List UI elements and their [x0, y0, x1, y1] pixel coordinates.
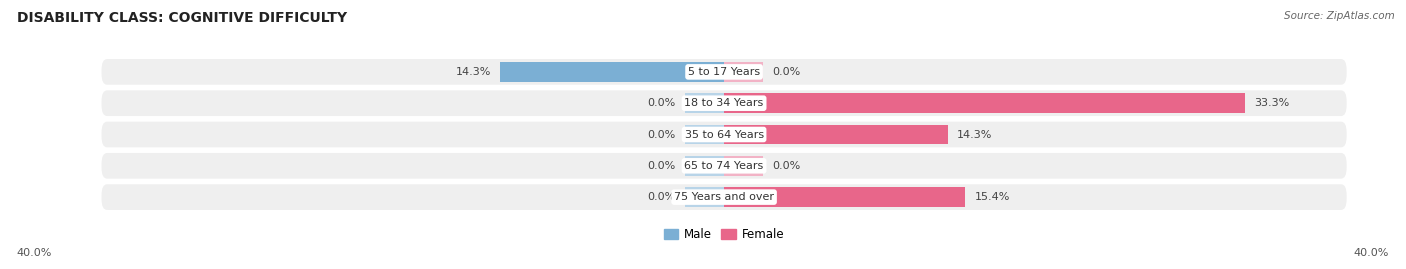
Text: Source: ZipAtlas.com: Source: ZipAtlas.com [1284, 11, 1395, 21]
Text: 0.0%: 0.0% [772, 67, 801, 77]
FancyBboxPatch shape [101, 122, 1347, 147]
Text: 0.0%: 0.0% [647, 129, 676, 140]
Text: 15.4%: 15.4% [974, 192, 1010, 202]
Bar [501, 62, 724, 82]
Text: 0.0%: 0.0% [647, 98, 676, 108]
Bar [724, 125, 948, 144]
FancyBboxPatch shape [101, 184, 1347, 210]
Bar [685, 156, 724, 175]
Bar [685, 187, 724, 207]
Text: 0.0%: 0.0% [647, 192, 676, 202]
Text: 14.3%: 14.3% [957, 129, 993, 140]
FancyBboxPatch shape [101, 59, 1347, 85]
Bar [724, 62, 763, 82]
Text: 18 to 34 Years: 18 to 34 Years [685, 98, 763, 108]
FancyBboxPatch shape [101, 90, 1347, 116]
Text: DISABILITY CLASS: COGNITIVE DIFFICULTY: DISABILITY CLASS: COGNITIVE DIFFICULTY [17, 11, 347, 25]
Bar [724, 94, 1244, 113]
Text: 0.0%: 0.0% [647, 161, 676, 171]
Text: 0.0%: 0.0% [772, 161, 801, 171]
Text: 33.3%: 33.3% [1254, 98, 1289, 108]
Text: 40.0%: 40.0% [1354, 248, 1389, 258]
Legend: Male, Female: Male, Female [659, 223, 789, 246]
Text: 14.3%: 14.3% [456, 67, 491, 77]
Text: 75 Years and over: 75 Years and over [673, 192, 775, 202]
Text: 40.0%: 40.0% [17, 248, 52, 258]
Text: 5 to 17 Years: 5 to 17 Years [688, 67, 761, 77]
Bar [724, 156, 763, 175]
Bar [685, 94, 724, 113]
Bar [685, 125, 724, 144]
Text: 65 to 74 Years: 65 to 74 Years [685, 161, 763, 171]
Text: 35 to 64 Years: 35 to 64 Years [685, 129, 763, 140]
FancyBboxPatch shape [101, 153, 1347, 179]
Bar [724, 187, 965, 207]
